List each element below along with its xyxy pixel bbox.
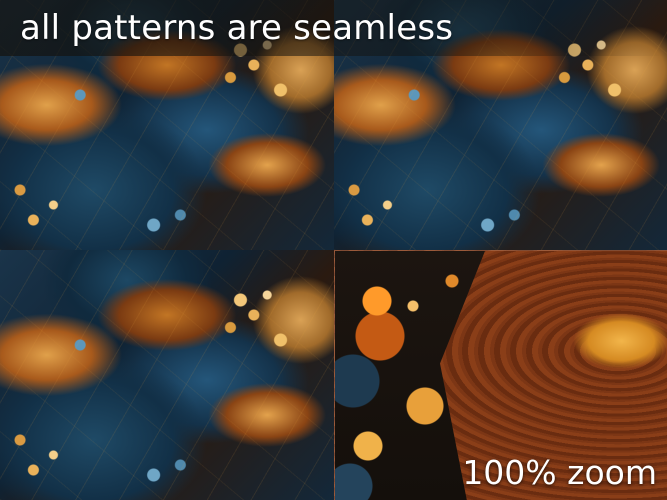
- pattern-tile: [0, 250, 334, 500]
- zoom-inset-panel: [334, 250, 667, 500]
- headline-text: all patterns are seamless: [20, 8, 454, 48]
- headline-band: [0, 0, 667, 56]
- zoom-label: 100% zoom: [462, 453, 657, 492]
